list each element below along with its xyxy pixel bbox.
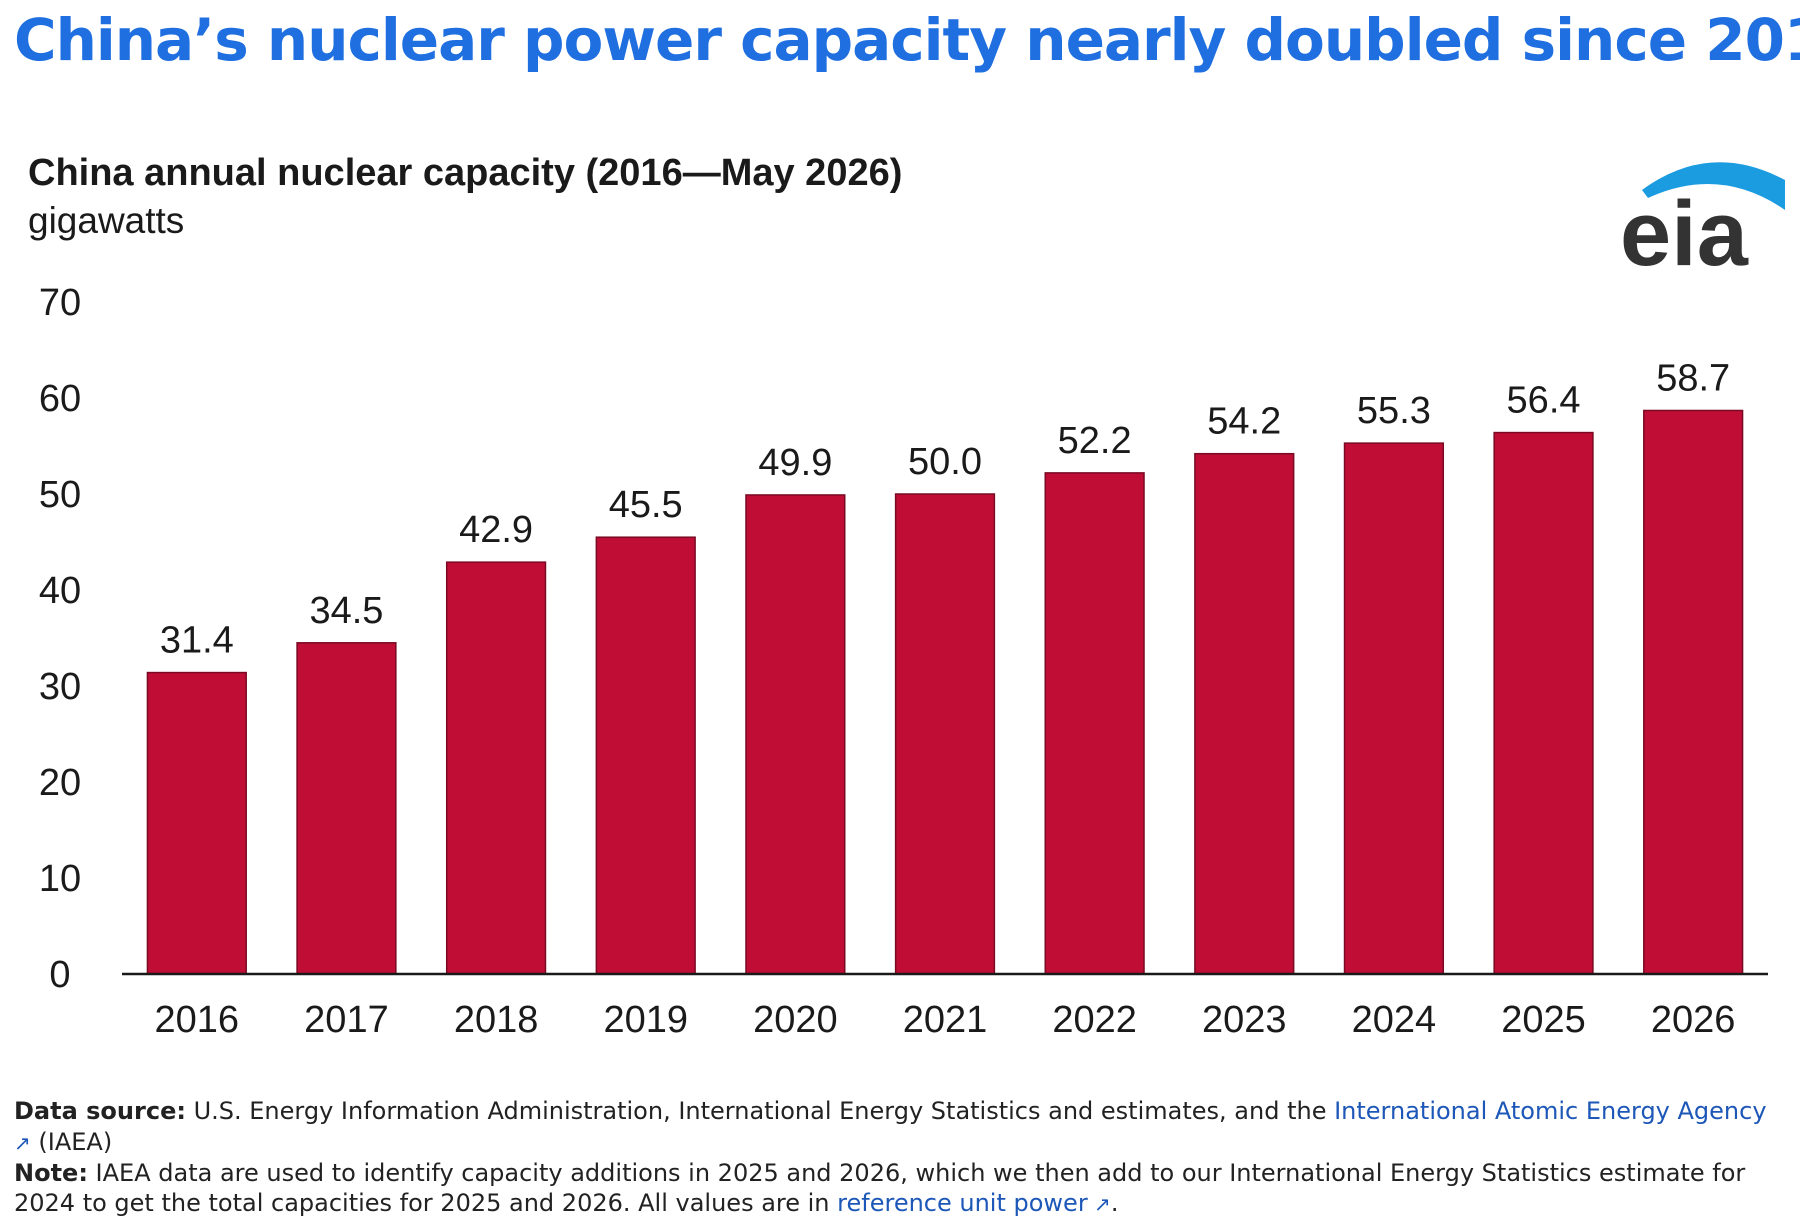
x-tick-label: 2016	[155, 999, 240, 1041]
note-label: Note:	[14, 1159, 88, 1187]
data-source-text-end: (IAEA)	[30, 1128, 113, 1156]
note-line: Note: IAEA data are used to identify cap…	[14, 1158, 1786, 1219]
data-label: 52.2	[1058, 420, 1132, 462]
note-text-end: .	[1110, 1189, 1119, 1217]
x-tick-label: 2020	[753, 999, 838, 1041]
data-label: 55.3	[1357, 390, 1431, 432]
footer: Data source: U.S. Energy Information Adm…	[14, 1096, 1786, 1219]
bar	[1343, 442, 1445, 975]
bar	[445, 561, 547, 975]
y-tick-label: 60	[39, 378, 81, 420]
x-tick-label: 2024	[1352, 999, 1437, 1041]
x-tick-label: 2023	[1202, 999, 1287, 1041]
x-tick-label: 2017	[304, 999, 389, 1041]
bar-chart: 0 10 20 30 40 50 60 70 31.4 2016 34.5 2017 42.9 2018 4…	[39, 282, 1768, 1041]
data-label: 42.9	[459, 509, 533, 551]
data-label: 58.7	[1656, 357, 1730, 399]
data-source-label: Data source:	[14, 1097, 186, 1125]
bar	[146, 671, 247, 975]
data-label: 49.9	[758, 442, 832, 484]
x-tick-label: 2021	[903, 999, 988, 1041]
data-label: 56.4	[1507, 380, 1581, 422]
data-label: 45.5	[609, 484, 683, 526]
x-tick-label: 2019	[603, 999, 688, 1041]
data-label: 34.5	[309, 590, 383, 632]
y-tick-label: 20	[39, 762, 81, 804]
data-source-text: U.S. Energy Information Administration, …	[185, 1097, 1335, 1125]
bar	[1493, 431, 1594, 975]
x-tick-label: 2026	[1651, 999, 1736, 1041]
data-source-line: Data source: U.S. Energy Information Adm…	[14, 1096, 1786, 1158]
bar	[1044, 472, 1145, 975]
eia-logo: eia	[1620, 162, 1785, 280]
y-tick-label: 50	[39, 474, 81, 516]
bar	[1643, 409, 1744, 975]
bar	[595, 536, 696, 975]
external-link-icon[interactable]: ↗	[14, 1131, 31, 1155]
bar	[745, 494, 846, 975]
x-tick-label: 2018	[454, 999, 539, 1041]
y-tick-label: 70	[39, 282, 81, 324]
data-label: 54.2	[1207, 401, 1281, 443]
x-tick-label: 2025	[1501, 999, 1586, 1041]
data-label: 31.4	[160, 620, 234, 662]
chart-title: China annual nuclear capacity (2016—May …	[28, 152, 903, 194]
eia-logo-text: eia	[1620, 183, 1749, 280]
y-tick-label: 30	[39, 666, 81, 708]
headline: China’s nuclear power capacity nearly do…	[14, 6, 1800, 74]
y-tick-label: 0	[49, 954, 70, 996]
bar	[1194, 452, 1295, 975]
y-tick-label: 10	[39, 858, 81, 900]
bar	[894, 493, 996, 975]
x-tick-label: 2022	[1052, 999, 1137, 1041]
external-link-icon[interactable]: ↗	[1087, 1192, 1111, 1216]
chart-unit-label: gigawatts	[28, 200, 185, 241]
data-label: 50.0	[908, 441, 982, 483]
eia-logo-arc-icon	[1642, 162, 1785, 210]
y-tick-label: 40	[39, 570, 81, 612]
iaea-link[interactable]: International Atomic Energy Agency	[1334, 1097, 1767, 1125]
bar	[296, 642, 397, 975]
reference-unit-power-link[interactable]: reference unit power	[837, 1189, 1088, 1217]
